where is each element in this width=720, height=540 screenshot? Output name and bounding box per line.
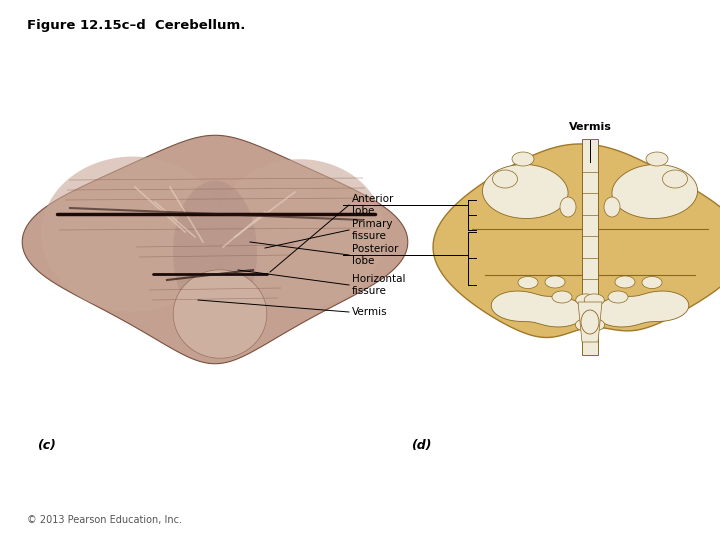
Polygon shape: [584, 294, 604, 306]
Ellipse shape: [492, 170, 518, 188]
Ellipse shape: [608, 291, 628, 303]
Polygon shape: [582, 139, 598, 355]
Polygon shape: [642, 276, 662, 288]
Ellipse shape: [581, 310, 599, 334]
Polygon shape: [576, 294, 595, 306]
Ellipse shape: [662, 170, 688, 188]
Ellipse shape: [552, 291, 572, 303]
Polygon shape: [215, 159, 385, 309]
Polygon shape: [491, 291, 585, 327]
Text: (d): (d): [411, 439, 431, 452]
Text: Posterior
lobe: Posterior lobe: [352, 244, 398, 266]
Polygon shape: [41, 157, 225, 312]
Ellipse shape: [604, 197, 620, 217]
Text: Horizontal
fissure: Horizontal fissure: [352, 274, 405, 296]
Polygon shape: [22, 136, 408, 364]
Text: Vermis: Vermis: [352, 307, 387, 317]
Polygon shape: [585, 319, 605, 331]
Polygon shape: [545, 276, 565, 288]
Ellipse shape: [646, 152, 668, 166]
Text: Vermis: Vermis: [569, 122, 611, 132]
Polygon shape: [482, 165, 568, 219]
Text: Anterior
lobe: Anterior lobe: [352, 194, 395, 216]
Polygon shape: [433, 144, 720, 338]
Text: © 2013 Pearson Education, Inc.: © 2013 Pearson Education, Inc.: [27, 515, 182, 525]
Polygon shape: [174, 270, 267, 358]
Text: Figure 12.15c–d  Cerebellum.: Figure 12.15c–d Cerebellum.: [27, 19, 246, 32]
Polygon shape: [578, 302, 602, 342]
Polygon shape: [615, 276, 635, 288]
Ellipse shape: [560, 197, 576, 217]
Polygon shape: [612, 165, 698, 219]
Polygon shape: [595, 291, 689, 327]
Polygon shape: [173, 181, 257, 323]
Text: (c): (c): [37, 439, 56, 452]
Polygon shape: [518, 276, 538, 288]
Text: Primary
fissure: Primary fissure: [352, 219, 392, 241]
Polygon shape: [575, 319, 595, 331]
Ellipse shape: [512, 152, 534, 166]
